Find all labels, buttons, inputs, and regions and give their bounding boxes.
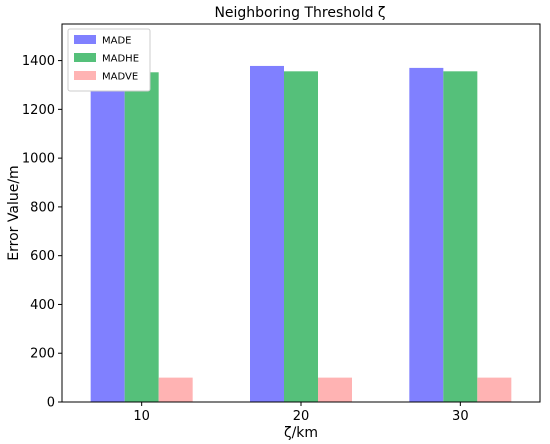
bar-madhe-10 (124, 72, 159, 403)
bar-madhe-20 (284, 71, 318, 402)
y-tick-label: 200 (30, 347, 55, 362)
x-axis-label: ζ/km (284, 425, 318, 441)
bars-group (90, 65, 512, 403)
x-tick-label: 30 (452, 409, 469, 424)
bar-made-20 (250, 65, 284, 403)
legend: MADE MADHE MADVE (67, 28, 151, 92)
y-tick-label: 600 (30, 249, 55, 264)
chart-title: Neighboring Threshold ζ (214, 5, 385, 21)
x-axis: 10 20 30 (133, 402, 469, 424)
y-axis: 0 200 400 600 800 1000 1200 1400 (22, 54, 62, 411)
y-tick-label: 1000 (22, 152, 55, 167)
legend-swatch-madhe (74, 53, 96, 62)
y-tick-label: 0 (47, 396, 55, 411)
legend-label-madhe: MADHE (102, 54, 139, 65)
bar-madve-30 (477, 377, 512, 402)
bar-madve-20 (318, 377, 352, 402)
bar-madhe-30 (443, 71, 478, 402)
bar-madve-10 (158, 377, 193, 402)
legend-label-made: MADE (102, 36, 132, 47)
y-tick-label: 1400 (22, 54, 55, 69)
y-tick-label: 400 (30, 298, 55, 313)
bar-made-10 (90, 68, 125, 402)
x-tick-label: 20 (293, 409, 310, 424)
legend-swatch-made (74, 35, 96, 44)
x-tick-label: 10 (133, 409, 150, 424)
y-tick-label: 1200 (22, 103, 55, 118)
plot-frame (61, 23, 541, 403)
y-axis-label: Error Value/m (6, 165, 22, 260)
legend-label-madve: MADVE (102, 72, 138, 83)
y-tick-label: 800 (30, 200, 55, 215)
legend-swatch-madve (74, 71, 96, 80)
bar-made-30 (409, 67, 444, 402)
